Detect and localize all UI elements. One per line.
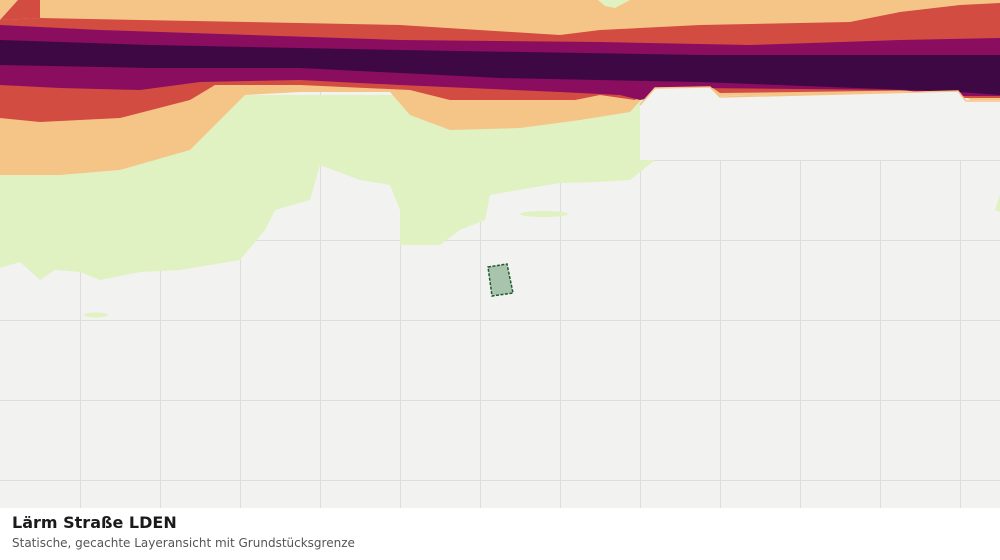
map-subtitle: Statische, gecachte Layeransicht mit Gru…	[12, 536, 355, 550]
noise-zone-70	[0, 40, 1000, 95]
parcel-boundary	[487, 263, 514, 297]
map	[0, 0, 1000, 508]
noise-zone-low	[0, 95, 665, 280]
map-background	[640, 87, 1000, 160]
noise-zone-60	[0, 0, 40, 20]
caption: Lärm Straße LDEN Statische, gecachte Lay…	[0, 508, 1000, 560]
noise-zone-edge	[639, 86, 1000, 106]
map-title: Lärm Straße LDEN	[12, 513, 177, 532]
noise-zone-low	[995, 195, 1000, 212]
noise-zone-low	[84, 312, 108, 318]
noise-zone-low	[598, 0, 630, 8]
noise-zone-low	[520, 211, 568, 217]
